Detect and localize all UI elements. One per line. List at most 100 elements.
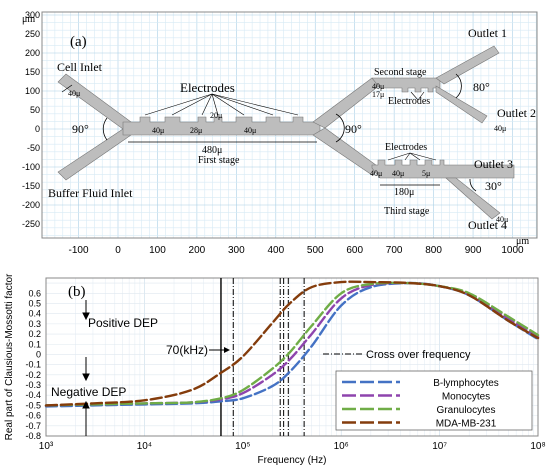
y-tick-label: 0.2	[28, 329, 41, 339]
legend-label: Monocytes	[442, 392, 490, 403]
outlet4-branch	[445, 177, 501, 220]
dim-40-third-a: 40μ	[370, 169, 382, 178]
dim-40-first-a: 40μ	[152, 126, 164, 135]
dim-40-outlet2: 40μ	[494, 124, 506, 133]
outlet4-label: Outlet 4	[468, 218, 507, 232]
dim-20: 20μ	[210, 111, 222, 120]
dim-480: 480μ	[202, 145, 222, 156]
x-tick-label: 10⁷	[432, 441, 447, 452]
outlet1-label: Outlet 1	[468, 26, 507, 40]
angle-30: 30°	[485, 179, 502, 193]
x-tick-label: 100	[149, 245, 166, 256]
chart-series	[44, 280, 540, 408]
x-tick-label: -100	[69, 245, 89, 256]
x-tick-label: 1000	[501, 245, 524, 256]
dep-arrows	[82, 300, 90, 436]
legend-label: Granulocytes	[437, 405, 496, 416]
chart-frame	[45, 277, 539, 437]
angle-90-left: 90°	[72, 122, 89, 136]
y-tick-label: -0.3	[25, 380, 41, 390]
x-tick-label: 800	[425, 245, 442, 256]
x-tick-label: 200	[189, 245, 206, 256]
panel-a-labels: (a) Cell Inlet Buffer Fluid Inlet Electr…	[48, 26, 536, 232]
electrodes2-label: Electrodes	[388, 96, 430, 107]
y-tick-label: 0	[36, 349, 41, 359]
y-tick-label: -150	[22, 181, 40, 191]
axis-unit-y: μm	[22, 14, 35, 25]
y-tick-label: -0.8	[25, 431, 41, 441]
y-tick-label: -50	[27, 143, 40, 153]
dim-5: 5μ	[422, 169, 430, 178]
crossover-legend-label: Cross over frequency	[366, 349, 471, 361]
angle-arcs	[102, 73, 477, 192]
y-tick-label: -0.6	[25, 411, 41, 421]
y-tick-label: 250	[25, 29, 40, 39]
y-tick-label: 100	[25, 86, 40, 96]
panel-b: 10³ 10⁴ 10⁵ 10⁶ 10⁷ 10⁸0.60.50.40.30.20.10-0.…	[4, 273, 546, 466]
first-stage-label: First stage	[198, 155, 240, 166]
third-stage-channel	[371, 159, 515, 179]
second-stage-channel	[371, 77, 441, 93]
positive-dep-label: Positive DEP	[88, 316, 158, 330]
panel-a: -100 0 100 200 300 400 500 600 700 800 900 10003002…	[22, 10, 538, 256]
y-tick-label: 300	[25, 10, 40, 20]
x-tick-label: 0	[115, 245, 121, 256]
y-tick-label: 0	[35, 124, 40, 134]
dim-40-third-b: 40μ	[392, 169, 404, 178]
outlet2-branch	[435, 85, 488, 124]
panel-a-ticks: -100 0 100 200 300 400 500 600 700 800 900 10003002…	[22, 10, 524, 256]
dimension-lines	[61, 84, 440, 186]
angle-80: 80°	[473, 80, 490, 94]
electrodes-label: Electrodes	[180, 80, 235, 95]
dim-180: 180μ	[394, 187, 414, 198]
y-tick-label: 200	[25, 48, 40, 58]
dim-40-first-b: 40μ	[244, 126, 256, 135]
panel-b-label: (b)	[68, 284, 86, 300]
microchannel	[57, 45, 515, 220]
x-tick-label: 10⁵	[235, 441, 250, 452]
y-tick-label: 0.5	[28, 298, 41, 308]
y-tick-label: -0.5	[25, 400, 41, 410]
y-tick-label: 0.1	[28, 339, 41, 349]
outlet2-label: Outlet 2	[497, 106, 536, 120]
cell-inlet-label: Cell Inlet	[57, 60, 103, 74]
dim-40-outlet4: 40μ	[496, 215, 508, 224]
dim-40-inlet: 40μ	[68, 89, 80, 98]
panel-a-frame	[41, 11, 538, 239]
x-tick-label: 10⁴	[137, 441, 152, 452]
x-tick-label: 10⁶	[334, 441, 349, 452]
x-tick-label: 400	[267, 245, 284, 256]
y-tick-label: 0.3	[28, 319, 41, 329]
x-tick-label: 900	[465, 245, 482, 256]
y-tick-label: 50	[30, 105, 40, 115]
y-tick-label: -0.1	[25, 360, 41, 370]
y-tick-label: 0.6	[28, 288, 41, 298]
legend-label: MDA-MB-231	[436, 419, 497, 430]
y-tick-label: 150	[25, 67, 40, 77]
outlet1-branch	[435, 45, 500, 85]
chart-xlabel: Frequency (Hz)	[258, 455, 327, 466]
x-tick-label: 500	[307, 245, 324, 256]
x-tick-label: 10⁸	[530, 441, 545, 452]
series-mda-mb-231	[44, 280, 540, 407]
x-tick-label: 300	[228, 245, 245, 256]
electrodes3-label: Electrodes	[385, 142, 427, 153]
x-tick-label: 700	[386, 245, 403, 256]
frequency-annotation-arrowhead	[224, 347, 230, 353]
buffer-inlet-label: Buffer Fluid Inlet	[48, 186, 133, 200]
y-tick-label: -0.7	[25, 421, 41, 431]
dim-28: 28μ	[190, 126, 202, 135]
second-stage-label: Second stage	[374, 67, 427, 78]
panel-a-label: (a)	[70, 34, 87, 50]
y-tick-label: -0.2	[25, 370, 41, 380]
legend-items: B-lymphocytes Monocytes Granulocytes MDA-MB…	[342, 378, 499, 430]
first-stage-channel	[122, 116, 321, 136]
y-tick-label: 0.4	[28, 309, 41, 319]
angle-90-mid: 90°	[345, 122, 362, 136]
legend-label: B-lymphocytes	[433, 378, 499, 389]
third-stage-label: Third stage	[384, 206, 430, 217]
negative-dep-label: Negative DEP	[51, 385, 126, 399]
dim-17: 17μ	[372, 90, 384, 99]
outlet3-label: Outlet 3	[474, 157, 513, 171]
